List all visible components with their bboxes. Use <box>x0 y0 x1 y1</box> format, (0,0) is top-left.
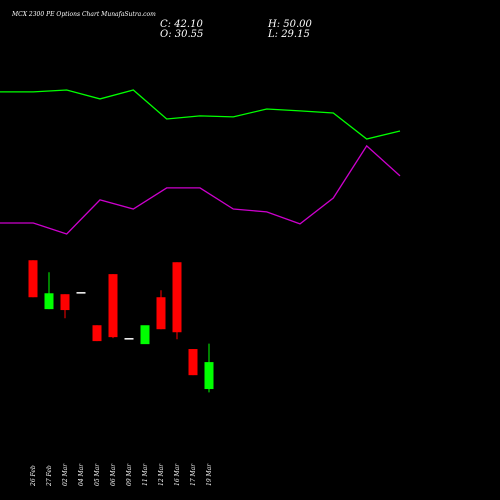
x-tick-label: 27 Feb <box>46 465 53 487</box>
candle-body <box>188 349 198 376</box>
x-tick-label: 12 Mar <box>158 463 165 486</box>
x-tick-label: 11 Mar <box>142 463 149 486</box>
candle-body <box>204 362 214 390</box>
x-tick-label: 05 Mar <box>94 463 101 486</box>
chart-title: MCX 2300 PE Options Chart MunafaSutra.co… <box>11 11 156 18</box>
candle-body <box>124 338 134 340</box>
x-tick-label: 19 Mar <box>206 463 213 486</box>
ohlc-open: O: 30.55 <box>160 29 203 40</box>
x-tick-label: 02 Mar <box>62 463 69 486</box>
candle-body <box>140 325 150 345</box>
x-tick-label: 26 Feb <box>30 465 37 487</box>
candle-body <box>60 294 70 311</box>
ohlc-high: H: 50.00 <box>267 19 313 30</box>
candle-body <box>156 297 166 330</box>
candle-body <box>44 293 54 310</box>
line-series <box>0 89 401 140</box>
ohlc-low: L: 29.15 <box>267 29 310 40</box>
x-tick-label: 04 Mar <box>78 463 85 486</box>
candle-body <box>92 325 102 342</box>
x-tick-label: 16 Mar <box>174 463 181 486</box>
ohlc-close: C: 42.10 <box>160 19 203 30</box>
candle-body <box>108 274 118 338</box>
candle-body <box>28 260 38 298</box>
candle-body <box>172 262 182 333</box>
x-tick-label: 06 Mar <box>110 463 117 486</box>
x-tick-label: 17 Mar <box>190 463 197 486</box>
candle-body <box>76 292 86 294</box>
line-series <box>0 144 401 235</box>
x-tick-label: 09 Mar <box>126 463 133 486</box>
